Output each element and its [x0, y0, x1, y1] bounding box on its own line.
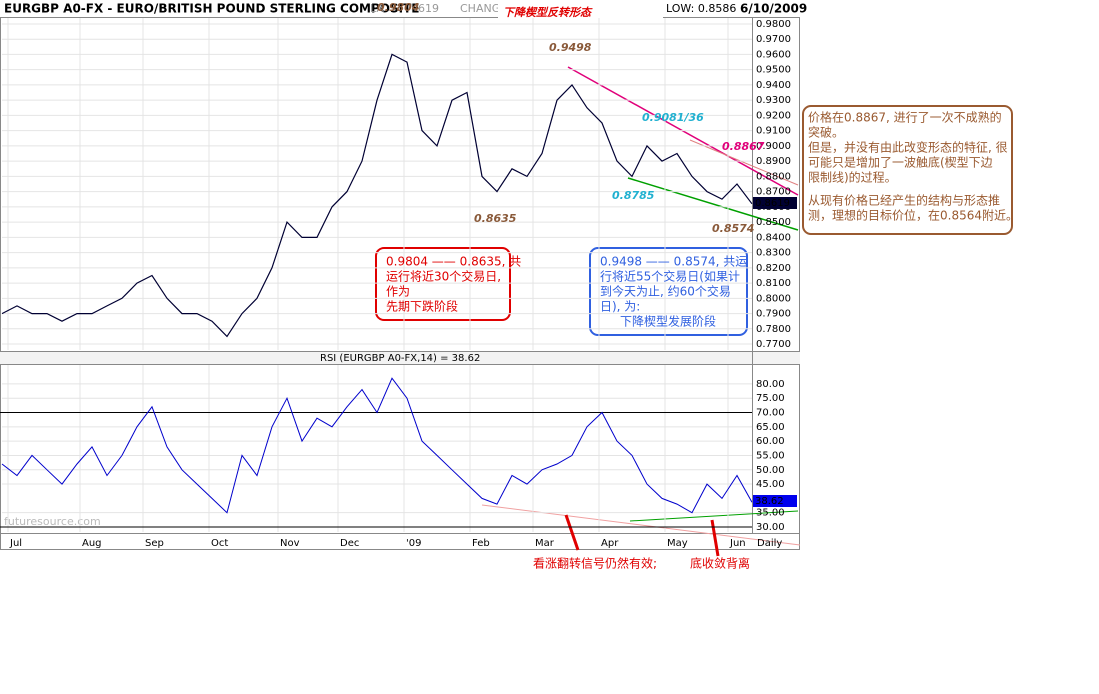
- date: 6/10/2009: [740, 2, 807, 16]
- y-tick-label: 0.9400: [756, 80, 791, 91]
- right-box-line: 价格在0.8867, 进行了一次不成熟的: [808, 110, 1002, 125]
- blue-box-line: 到今天为止, 约60个交易: [600, 284, 731, 299]
- last-value: 619: [418, 2, 439, 15]
- current-value: 0.8619: [755, 198, 790, 209]
- right-box: [802, 105, 1013, 235]
- y-tick-label: 0.9500: [756, 65, 791, 76]
- y-tick-label: 0.9100: [756, 126, 791, 137]
- y-tick-label: 0.8200: [756, 263, 791, 274]
- x-tick-label: Feb: [472, 538, 490, 549]
- arrow: [564, 514, 580, 551]
- inner-trendline: [689, 139, 799, 186]
- x-tick-label: '09: [406, 538, 421, 549]
- rsi-trendline: [481, 504, 801, 546]
- red-box-line: 先期下跌阶段: [386, 299, 458, 314]
- period-label: Daily: [757, 538, 782, 549]
- symbol: EURGBP A0-FX - EURO/BRITISH POUND STERLI…: [4, 2, 420, 16]
- red-box-line: 0.9804 —— 0.8635, 共: [386, 255, 521, 269]
- price-annotation: 0.8785: [612, 189, 655, 202]
- price-annotation: 0.8635: [474, 212, 517, 225]
- y-tick-label: 0.7700: [756, 339, 791, 350]
- y-tick-label: 0.9300: [756, 95, 791, 106]
- blue-box-line: 下降楔型发展阶段: [620, 314, 716, 329]
- last: LA: [370, 2, 384, 15]
- current-box: [753, 495, 797, 507]
- y-tick-label: 45.00: [756, 479, 785, 490]
- y-tick-label: 0.9600: [756, 49, 791, 60]
- x-tick-label: Dec: [340, 538, 359, 549]
- right-box-line: 限制线)的过程。: [808, 170, 897, 185]
- pattern-title: 下降楔型反转形态: [503, 6, 593, 19]
- x-tick-label: Nov: [280, 538, 300, 549]
- price-annotation: 0.8574: [712, 222, 754, 235]
- pattern-bg: [498, 1, 663, 31]
- price-annotation: 0.8867: [722, 140, 765, 153]
- current-value: 38.62: [755, 496, 784, 507]
- x-tick-label: Jun: [729, 538, 746, 549]
- x-tick-label: Oct: [211, 538, 228, 549]
- low: LOW: 0.8586: [666, 2, 736, 15]
- price-annotation: 0.9804: [377, 1, 419, 14]
- y-tick-label: 0.8800: [756, 171, 791, 182]
- red-box-line: 运行将近30个交易日,: [386, 269, 501, 284]
- x-tick-label: May: [667, 538, 688, 549]
- red-box-line: 作为: [386, 285, 410, 299]
- blue-box-line: 0.9498 —— 0.8574, 共运: [600, 255, 747, 269]
- current-box: [753, 197, 797, 209]
- x-tick-label: Apr: [601, 538, 619, 549]
- x-tick-label: Jul: [9, 538, 22, 549]
- x-tick-label: Sep: [145, 538, 164, 549]
- y-tick-label: 75.00: [756, 393, 785, 404]
- series-line: [1, 53, 753, 338]
- price-annotation: 0.9081/36: [642, 111, 704, 124]
- change: CHANGE: [460, 2, 507, 15]
- y-tick-label: 50.00: [756, 465, 785, 476]
- price-annotation: 0.9498: [549, 41, 592, 54]
- bottom-note: 底收敛背离: [690, 556, 750, 571]
- blue-box-line: 行将近55个交易日(如果计: [600, 269, 740, 284]
- blue-box-line: 日), 为:: [600, 300, 640, 314]
- right-box-line: 突破。: [808, 125, 844, 140]
- y-tick-label: 0.8100: [756, 278, 791, 289]
- right-box-line: 可能只是增加了一波触底(楔型下边: [808, 155, 993, 170]
- y-tick-label: 0.8500: [756, 217, 791, 228]
- y-tick-label: 30.00: [756, 522, 785, 533]
- brand: futuresource.com: [4, 515, 101, 528]
- y-tick-label: 0.8700: [756, 187, 791, 198]
- rsi-title: RSI (EURGBP A0-FX,14) = 38.62: [320, 353, 480, 364]
- y-tick-label: 55.00: [756, 450, 785, 461]
- y-tick-label: 0.8300: [756, 248, 791, 259]
- y-tick-label: 65.00: [756, 422, 785, 433]
- right-box-line: 从现有价格已经产生的结构与形态推: [808, 193, 1000, 208]
- series-line: [1, 377, 753, 514]
- arrow: [710, 519, 720, 557]
- y-tick-label: 35.00: [756, 508, 785, 519]
- x-tick-label: Mar: [535, 538, 555, 549]
- y-tick-label: 0.9700: [756, 34, 791, 45]
- red-box: [375, 247, 511, 321]
- y-tick-label: 0.9200: [756, 110, 791, 121]
- y-tick-label: 60.00: [756, 436, 785, 447]
- y-tick-label: 0.7800: [756, 324, 791, 335]
- y-tick-label: 70.00: [756, 408, 785, 419]
- y-tick-label: 0.8400: [756, 232, 791, 243]
- right-box-line: 测，理想的目标价位，在0.8564附近。: [808, 208, 1018, 223]
- y-tick-label: 0.9800: [756, 19, 791, 30]
- y-tick-label: 0.7900: [756, 309, 791, 320]
- lower-trendline: [627, 177, 799, 231]
- x-tick-label: Aug: [82, 538, 102, 549]
- right-box-line: 但是，并没有由此改变形态的特征, 很: [808, 140, 1008, 155]
- rsi-trendline: [629, 510, 799, 522]
- y-tick-label: 80.00: [756, 379, 785, 390]
- y-tick-label: 0.9000: [756, 141, 791, 152]
- y-tick-label: 0.8900: [756, 156, 791, 167]
- rsi-title-bar: [0, 352, 800, 364]
- y-tick-label: 0.8000: [756, 293, 791, 304]
- bottom-note: 看涨翻转信号仍然有效;: [533, 556, 657, 571]
